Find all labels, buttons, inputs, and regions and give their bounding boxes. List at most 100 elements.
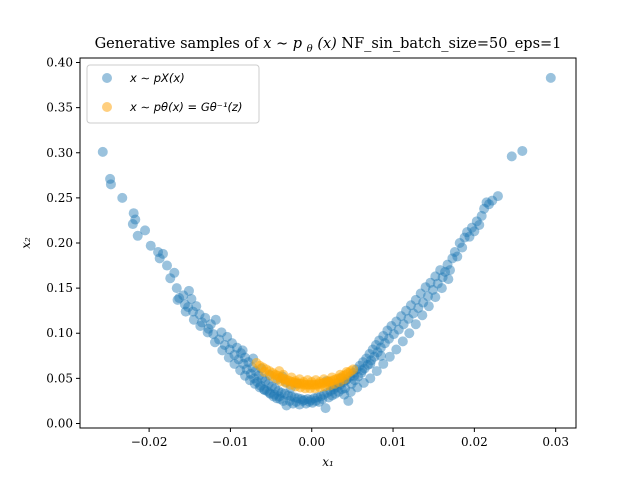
data-point-target [255, 380, 266, 391]
data-point-target [352, 382, 363, 393]
data-point-target [188, 306, 199, 317]
data-point-target [345, 386, 356, 397]
legend-marker-generated [102, 102, 112, 112]
title-math-rel: ∼ [276, 36, 293, 52]
data-point-target [449, 247, 460, 258]
data-point-target [291, 396, 302, 407]
data-point-target [309, 393, 320, 404]
data-point-target [484, 199, 494, 210]
data-point-target [408, 308, 419, 319]
data-point-target [209, 337, 220, 348]
data-point-target [284, 395, 295, 406]
data-point-target [506, 151, 517, 162]
data-point-target [444, 265, 455, 276]
data-point-target [420, 282, 431, 293]
data-point-target [274, 391, 285, 402]
data-point-target [171, 283, 182, 294]
data-point-target [304, 396, 315, 407]
data-point-target [188, 314, 199, 325]
y-tick-label: 0.35 [46, 101, 73, 115]
data-point-target [195, 321, 206, 332]
data-point-target [127, 219, 138, 230]
data-point-target [349, 375, 360, 386]
data-point-target [367, 344, 378, 355]
data-point-target [374, 335, 385, 346]
y-tick-label: 0.25 [46, 191, 73, 205]
data-point-target [393, 324, 404, 335]
data-point-target [214, 334, 225, 345]
data-point-target [378, 358, 389, 369]
data-point-target [372, 347, 383, 358]
data-point-target [243, 357, 254, 368]
data-point-target [219, 339, 230, 350]
y-tick-label: 0.00 [46, 416, 73, 430]
x-axis-label: x₁ [322, 455, 334, 469]
data-point-generated [323, 376, 333, 387]
data-point-target [241, 364, 252, 375]
data-point-target [288, 398, 299, 409]
y-tick-label: 0.30 [46, 146, 73, 160]
y-tick-label: 0.15 [46, 281, 73, 295]
data-point-target [320, 403, 331, 414]
data-point-target [157, 248, 168, 259]
data-point-target [442, 259, 453, 270]
data-point-target [169, 267, 180, 278]
data-point-target [365, 373, 376, 384]
data-point-target [314, 396, 325, 407]
data-point-target [383, 333, 394, 344]
data-point-target [382, 325, 393, 336]
data-point-target [452, 251, 463, 262]
data-point-target [437, 272, 448, 283]
data-point-target [223, 352, 234, 363]
data-point-target [263, 378, 274, 389]
data-point-target [378, 330, 389, 341]
title-math-lhs: x [263, 36, 271, 52]
data-point-target [333, 386, 344, 397]
x-axis-ticks: −0.02 −0.01 0.00 0.01 0.02 0.03 [131, 428, 569, 449]
data-point-generated [298, 376, 309, 387]
data-point-generated [290, 376, 301, 387]
x-tick-label: 0.01 [380, 435, 407, 449]
data-point-target [154, 253, 165, 264]
data-point-target [259, 385, 270, 396]
data-point-generated [306, 376, 317, 387]
data-point-target [208, 329, 219, 340]
data-point-target [296, 394, 307, 405]
data-point-target [271, 393, 282, 404]
x-tick-label: 0.03 [542, 435, 569, 449]
data-point-target [403, 313, 414, 324]
data-point-target [180, 306, 191, 317]
data-point-target [258, 384, 269, 395]
data-point-target [375, 350, 386, 361]
data-point-target [425, 277, 436, 288]
data-point-target [487, 195, 498, 206]
data-point-target [517, 145, 528, 156]
title-math-arg: (x) [317, 36, 337, 52]
data-point-target [262, 386, 273, 396]
data-point-target [162, 260, 172, 271]
data-point-target [362, 359, 373, 370]
data-point-target [254, 382, 265, 393]
data-point-target [179, 299, 190, 310]
data-point-target [240, 370, 251, 381]
data-point-target [366, 355, 377, 366]
data-point-target [310, 395, 321, 406]
data-point-target [210, 314, 221, 325]
data-point-target [186, 293, 197, 304]
data-point-target [238, 358, 249, 369]
x-tick-label: −0.01 [212, 435, 249, 449]
data-point-target [479, 203, 490, 214]
data-point-target [165, 273, 176, 284]
data-point-target [462, 227, 473, 238]
data-point-target [371, 366, 382, 377]
data-point-target [418, 297, 429, 308]
data-point-target [454, 238, 465, 248]
data-point-target [236, 348, 246, 359]
data-point-target [292, 393, 303, 404]
y-tick-label: 0.40 [46, 56, 73, 70]
data-point-target [361, 353, 372, 364]
data-point-target [398, 319, 409, 330]
data-point-target [469, 226, 480, 237]
data-point-target [317, 394, 328, 405]
